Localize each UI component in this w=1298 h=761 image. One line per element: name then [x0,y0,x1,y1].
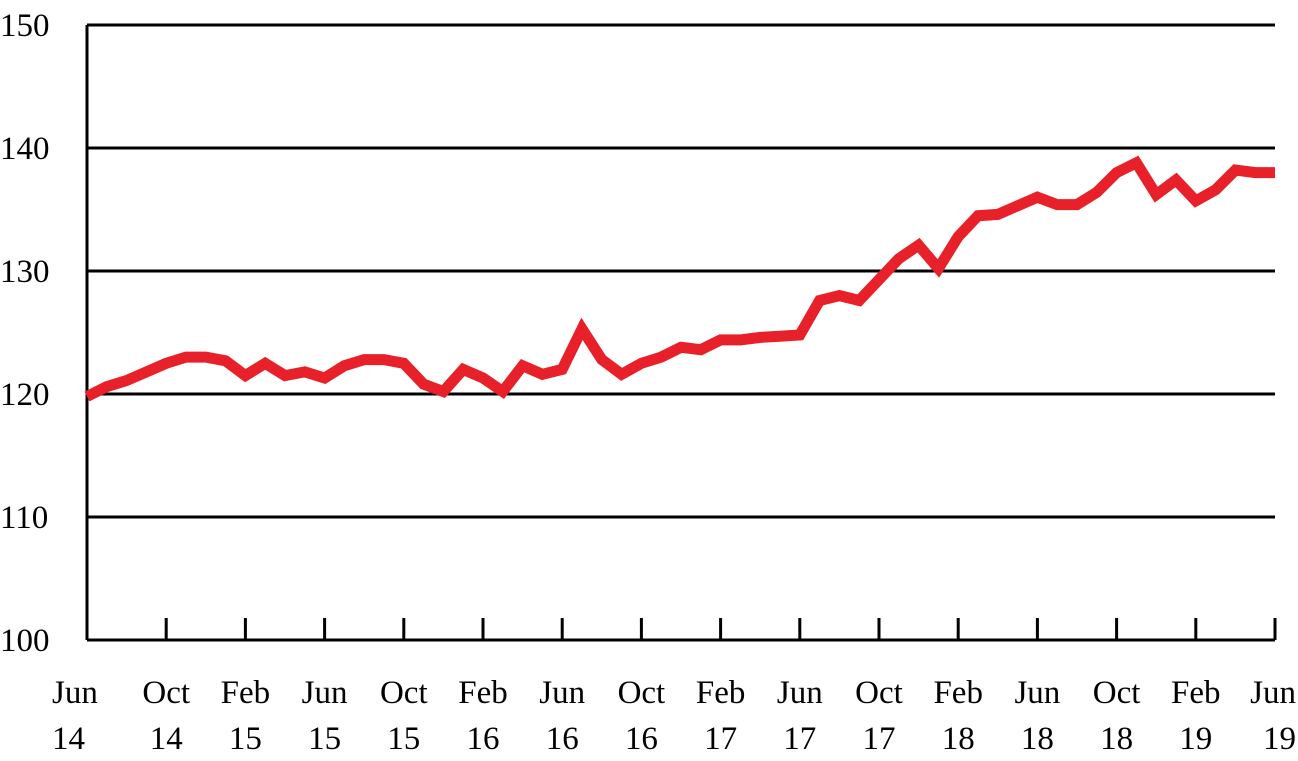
x-tick-label-month: Feb [458,675,508,711]
x-tick-label-month: Jun [302,675,348,711]
y-tick-label: 150 [0,8,50,44]
x-tick-label-month: Feb [1171,675,1221,711]
x-tick-label-month: Feb [221,675,271,711]
x-tick-label-year: 16 [467,721,500,757]
x-axis-tick-labels: Jun 14 Oct 14 Feb 15 Jun 15 Oct 15 Feb 16 Jun 16 Oct 16… [52,675,1296,757]
x-tick-label-year: 18 [1021,721,1054,757]
x-tick-label-year: 17 [704,721,737,757]
gridlines [87,23,1275,519]
x-tick-label-year: 18 [1100,721,1133,757]
x-tick-label-year: 17 [863,721,896,757]
x-tick-label-year: 15 [387,721,420,757]
x-tick-label-year: 18 [942,721,975,757]
x-tick-label-month: Jun [1250,675,1296,711]
y-tick-label: 110 [0,500,48,536]
x-tick-label-year: 14 [150,721,183,757]
x-tick-label-month: Oct [855,675,903,711]
x-tick-label-month: Oct [380,675,428,711]
x-tick-label-month: Oct [618,675,666,711]
x-tick-label-year: 14 [52,721,85,757]
x-tick-label-year: 19 [1179,721,1212,757]
y-axis-tick-labels: 100 110 120 130 140 150 [0,8,50,659]
x-tick-label-month: Oct [142,675,190,711]
x-tick-label-month: Jun [539,675,585,711]
x-tick-label-year: 16 [546,721,579,757]
x-tick-label-month: Feb [933,675,983,711]
x-axis-ticks [85,618,1277,640]
y-tick-label: 100 [0,623,50,659]
x-tick-label-year: 19 [1263,721,1296,757]
y-tick-label: 120 [0,377,50,413]
x-tick-label-month: Feb [696,675,746,711]
x-tick-label-month: Jun [52,675,98,711]
x-tick-label-month: Jun [1014,675,1060,711]
y-tick-label: 130 [0,254,50,290]
x-tick-label-year: 16 [625,721,658,757]
y-tick-label: 140 [0,131,50,167]
x-tick-label-month: Jun [777,675,823,711]
x-tick-label-year: 15 [308,721,341,757]
x-tick-label-month: Oct [1093,675,1141,711]
series-line [84,155,1275,402]
series-layer [84,155,1275,402]
x-tick-label-year: 17 [783,721,816,757]
x-tick-label-year: 15 [229,721,262,757]
